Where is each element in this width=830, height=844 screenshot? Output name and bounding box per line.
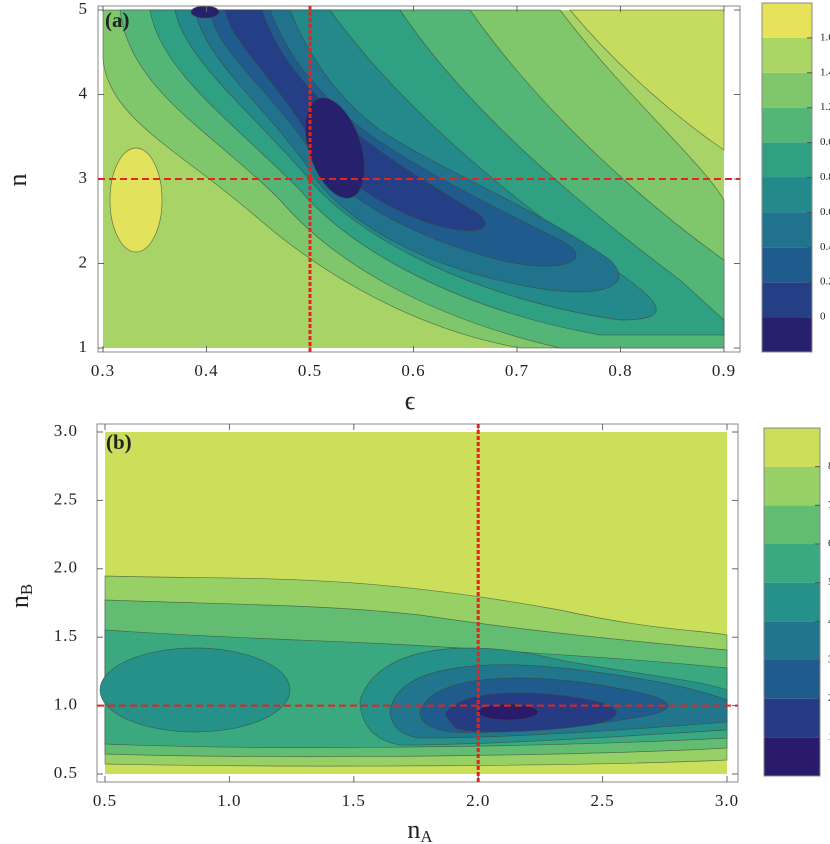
y-tick-label: 0.5 [54,763,78,782]
colorbar-band [762,282,812,318]
colorbar-tick-label: 7 [828,499,830,511]
colorbar-tick-label: 0.6 [820,136,830,148]
y-tick-label: 3.0 [54,421,78,440]
colorbar-tick-label: 6 [828,538,830,550]
colorbar-band [764,466,820,506]
colorbar-tick-label: 1.6 [820,31,830,43]
x-tick-label: 0.8 [608,361,632,380]
x-tick-label: 0.5 [93,791,117,810]
x-tick-label: 1.0 [217,791,241,810]
x-tick-label: 0.9 [712,361,736,380]
y-tick-label: 2 [79,252,89,271]
y-axis-label-main: n [5,595,34,608]
colorbar-band [764,621,820,660]
colorbar-band [762,3,812,38]
plot-frame [96,423,739,783]
y-tick-label: 4 [79,83,89,102]
x-axis-label: ϵ [405,386,416,415]
colorbar-tick-label: 0.6 [820,206,830,218]
colorbar-tick-label: 5 [828,576,830,588]
x-tick-label: 1.5 [342,791,366,810]
colorbar-tick-label: 0.2 [820,276,830,288]
colorbar-tick-label: 4 [828,615,830,627]
x-tick-label: 2.0 [466,791,490,810]
contour-band [224,9,486,232]
colorbar-tick-label: 2 [828,692,830,704]
colorbar-band [764,428,820,467]
y-axis-label: nB [5,584,36,608]
y-tick-label: 2.5 [54,489,78,508]
y-tick-label: 1.5 [54,626,78,645]
colorbar-band [762,247,812,283]
colorbar-band [764,660,820,699]
x-tick-label: 0.4 [194,361,218,380]
colorbar-band [764,698,820,738]
x-tick-label: 3.0 [715,791,739,810]
contour-band [190,5,220,19]
colorbar-band [764,582,820,622]
colorbar-tick-label: 0.8 [820,171,830,183]
colorbar-tick-label: 0 [820,311,826,323]
panel-label: (a) [105,8,130,32]
y-axis-label: n [3,174,32,187]
colorbar-band [762,37,812,73]
colorbar-band [762,177,812,213]
colorbar-band [762,142,812,178]
contour-band [99,647,291,733]
x-tick-label: 0.5 [298,361,322,380]
colorbar-tick-label: 1.2 [820,101,830,113]
y-axis-label-main: n [3,174,32,187]
colorbar-tick-label: 3 [828,654,830,666]
y-tick-label: 1 [79,337,89,356]
colorbar-frame [763,427,821,777]
contour-band [569,9,725,151]
x-tick-label: 0.6 [401,361,425,380]
x-tick-label: 2.5 [590,791,614,810]
y-tick-label: 1.0 [54,695,78,714]
panel-label: (b) [106,430,132,454]
contour-field-a [102,5,725,349]
y-tick-label: 2.0 [54,558,78,577]
colorbar-tick-label: 8 [828,460,830,472]
colorbar-tick-label: 1 [828,731,830,743]
x-axis-label-main: ϵ [405,386,416,415]
colorbar-band [762,72,812,108]
colorbar-band [762,212,812,248]
x-tick-label: 0.7 [505,361,529,380]
y-axis-label-sub: B [17,584,36,595]
colorbar-tick-label: 1.4 [820,66,830,78]
colorbar-band [764,505,820,544]
colorbar-tick-label: 0.4 [820,241,830,253]
colorbar-band [764,737,820,776]
x-tick-label: 0.3 [91,361,115,380]
colorbar-band [764,544,820,583]
contour-field-b [99,432,728,774]
y-tick-label: 3 [79,168,89,187]
contour-band [109,147,163,253]
y-tick-label: 5 [79,0,89,18]
x-axis-label-main: n [407,815,420,844]
colorbar-band [762,317,812,352]
colorbar-band [762,107,812,143]
x-axis-label: nA [407,815,433,844]
x-axis-label-sub: A [420,827,433,844]
